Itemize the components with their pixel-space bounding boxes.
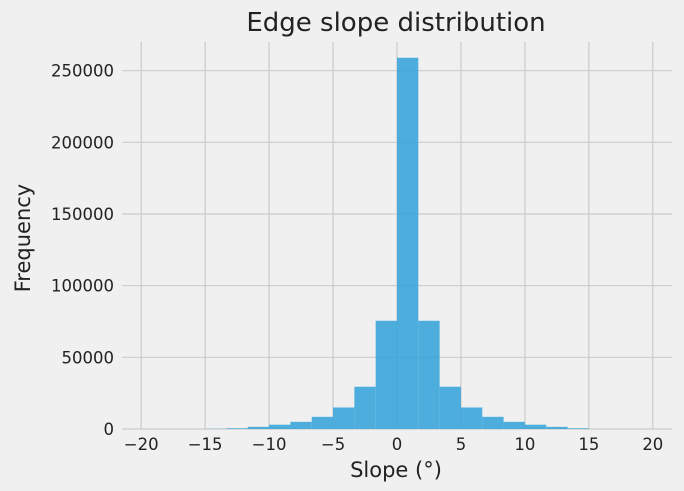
histogram-bar <box>418 320 440 429</box>
chart-title: Edge slope distribution <box>246 8 545 38</box>
x-tick-label: 15 <box>578 435 599 454</box>
histogram-bars <box>205 57 589 430</box>
histogram-bar <box>226 428 248 429</box>
x-tick-label: 0 <box>392 435 403 454</box>
x-tick-label: −10 <box>252 435 287 454</box>
x-tick-label: 20 <box>642 435 663 454</box>
histogram-bar <box>290 421 312 429</box>
histogram-bar <box>333 407 355 429</box>
histogram-bar <box>567 428 589 429</box>
histogram-bar <box>503 421 525 429</box>
histogram-bar <box>439 386 461 429</box>
histogram-bar <box>397 57 419 430</box>
histogram-bar <box>269 424 291 429</box>
y-tick-label: 0 <box>104 420 115 439</box>
histogram-bar <box>247 426 270 429</box>
x-axis-ticks: −20 −15 −10 −5 0 5 10 15 20 <box>124 435 664 454</box>
histogram-bar <box>546 426 568 429</box>
x-tick-label: −5 <box>321 435 345 454</box>
y-tick-label: 200000 <box>51 133 114 152</box>
histogram-bar <box>524 424 547 429</box>
x-axis-label: Slope (°) <box>350 458 442 482</box>
histogram-bar <box>482 416 504 429</box>
y-tick-label: 250000 <box>51 62 114 81</box>
y-tick-label: 50000 <box>62 348 115 367</box>
x-tick-label: −20 <box>124 435 159 454</box>
y-tick-label: 100000 <box>51 277 114 296</box>
x-tick-label: 10 <box>514 435 535 454</box>
histogram-bar <box>375 320 397 429</box>
histogram-bar <box>311 416 334 429</box>
histogram-bar <box>354 386 376 429</box>
histogram-bar <box>460 407 483 429</box>
x-tick-label: −15 <box>188 435 223 454</box>
y-axis-ticks: 0 50000 100000 150000 200000 250000 <box>51 62 114 439</box>
y-axis-label: Frequency <box>11 184 35 293</box>
x-tick-label: 5 <box>456 435 467 454</box>
y-tick-label: 150000 <box>51 205 114 224</box>
